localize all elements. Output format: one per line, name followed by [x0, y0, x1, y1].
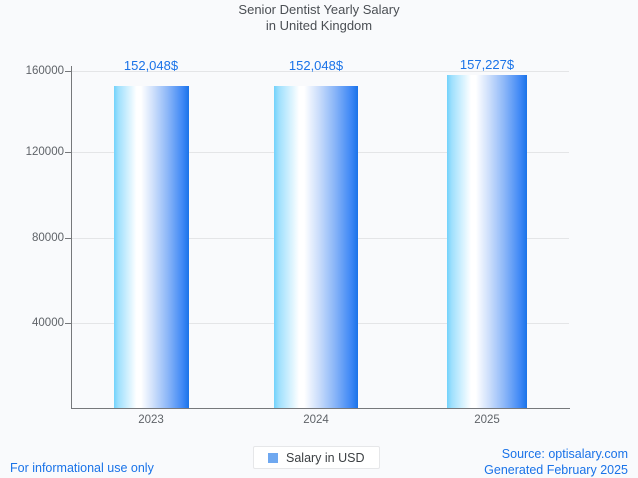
plot-area [72, 71, 569, 408]
x-axis-tick-label-2023: 2023 [138, 414, 164, 426]
y-axis-tick-mark-40000 [65, 323, 72, 324]
chart-title-line-2: in United Kingdom [265, 18, 373, 33]
y-axis-tick-label-120000: 120000 [25, 146, 64, 158]
chart-title-line-1: Senior Dentist Yearly Salary [238, 2, 400, 17]
data-label-2025: 157,227$ [459, 57, 515, 72]
chart-title: Senior Dentist Yearly Salary in United K… [0, 2, 638, 34]
gridline-160000 [72, 71, 569, 72]
x-axis-tick-label-2024: 2024 [303, 414, 329, 426]
y-axis-tick-label-80000: 80000 [32, 232, 64, 244]
x-axis-line [71, 408, 570, 409]
chart-legend[interactable]: Salary in USD [253, 446, 380, 469]
footer-generated-date: Generated February 2025 [484, 463, 628, 477]
data-label-2024: 152,048$ [288, 58, 344, 73]
footer-source: Source: optisalary.com [501, 447, 628, 461]
y-axis-line [71, 66, 72, 409]
legend-label-salary: Salary in USD [286, 450, 365, 465]
y-axis-tick-label-160000: 160000 [25, 65, 64, 77]
x-axis-tick-label-2025: 2025 [474, 414, 500, 426]
footer-source-block: Source: optisalary.com Generated Februar… [484, 446, 628, 478]
y-axis-tick-mark-120000 [65, 152, 72, 153]
data-label-2023: 152,048$ [123, 58, 179, 73]
footer-disclaimer: For informational use only [10, 461, 154, 475]
y-axis-tick-label-40000: 40000 [32, 317, 64, 329]
y-axis-tick-labels: 160000 120000 80000 40000 [0, 0, 64, 478]
bar-2024[interactable] [274, 86, 358, 408]
bar-2023[interactable] [114, 86, 189, 408]
y-axis-tick-mark-80000 [65, 238, 72, 239]
y-axis-tick-mark-160000 [65, 71, 72, 72]
bar-2025[interactable] [447, 75, 527, 408]
legend-color-swatch-salary [268, 452, 278, 463]
